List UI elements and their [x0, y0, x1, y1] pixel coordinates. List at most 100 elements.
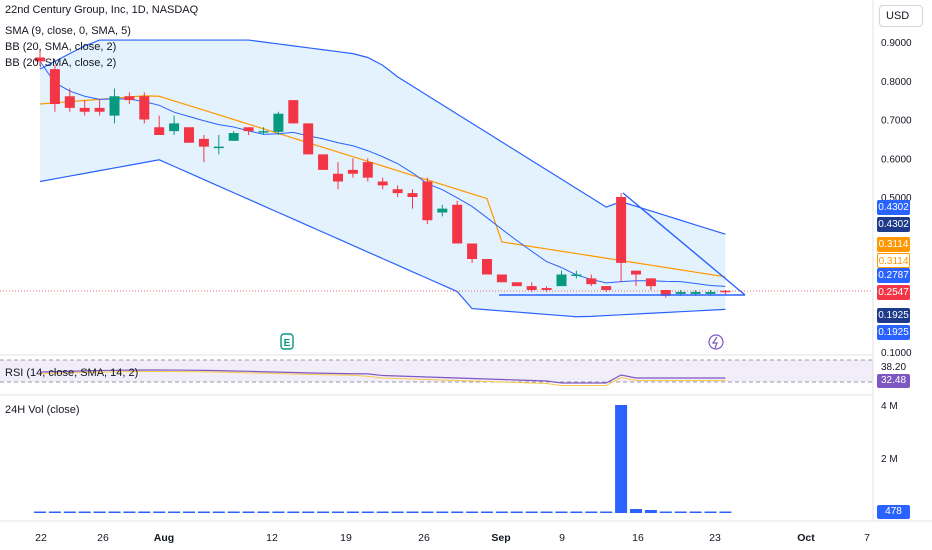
- candle-33: [526, 286, 537, 290]
- candle-0: [35, 57, 45, 62]
- candle-44: [690, 291, 701, 294]
- candle-42: [660, 290, 671, 296]
- candle-46: [720, 290, 731, 293]
- candle-31: [496, 274, 507, 283]
- candle-21: [347, 169, 358, 174]
- volume-legend[interactable]: 24H Vol (close): [5, 404, 80, 416]
- volume-bar-42: [659, 511, 672, 513]
- bollinger-basis-line: [39, 95, 726, 278]
- volume-bar-37: [585, 511, 598, 513]
- candle-4: [94, 107, 105, 112]
- candle-14: [243, 127, 254, 132]
- volume-bar-23: [376, 511, 389, 513]
- candle-25: [407, 193, 418, 197]
- candle-12: [213, 146, 224, 149]
- volume-bar-16: [272, 511, 285, 513]
- price-tick-label: 0.8000: [881, 77, 912, 88]
- candle-30: [482, 259, 492, 275]
- volume-bar-1: [48, 511, 61, 513]
- volume-bar-34: [540, 511, 553, 513]
- rsi-sma-line: [39, 371, 726, 386]
- time-tick-label: 23: [709, 532, 721, 544]
- candle-11: [198, 138, 209, 147]
- time-tick-label: 22: [35, 532, 47, 544]
- volume-bar-10: [183, 511, 195, 513]
- candle-20: [333, 173, 343, 182]
- volume-bar-20: [332, 511, 344, 513]
- volume-bar-9: [168, 511, 181, 513]
- time-tick-label: 12: [266, 532, 278, 544]
- volume-tick-label: 2 M: [881, 454, 898, 465]
- candle-9: [169, 123, 180, 132]
- candle-28: [452, 204, 463, 244]
- time-tick-label: 16: [632, 532, 644, 544]
- currency-button[interactable]: USD: [879, 5, 923, 27]
- volume-bar-32: [510, 511, 523, 513]
- volume-bar-25: [406, 511, 419, 513]
- volume-bar-27: [436, 511, 449, 513]
- volume-bar-11: [197, 511, 210, 513]
- candle-2: [64, 96, 75, 108]
- price-tick-label: 0.6000: [881, 154, 912, 165]
- bb-legend-1[interactable]: BB (20, SMA, close, 2): [5, 41, 117, 53]
- price-label-bb-upper: 0.4302: [877, 200, 910, 215]
- volume-tick-label: 4 M: [881, 401, 898, 412]
- time-tick-label: 7: [864, 532, 870, 544]
- candle-22: [362, 162, 373, 178]
- candle-13: [228, 133, 239, 141]
- volume-bar-21: [346, 511, 359, 513]
- rsi-level-label: 38.20: [881, 362, 906, 373]
- candle-19: [318, 154, 329, 170]
- candle-37: [586, 278, 597, 285]
- time-tick-label: Sep: [491, 532, 510, 544]
- bollinger-upper-line: [39, 39, 726, 235]
- sma-line: [39, 61, 726, 287]
- volume-bar-4: [93, 511, 106, 513]
- candle-40: [631, 270, 641, 275]
- volume-bar-5: [108, 511, 121, 513]
- price-label-basis: 0.3114: [877, 237, 910, 252]
- rsi-legend[interactable]: RSI (14, close, SMA, 14, 2): [5, 367, 139, 379]
- dividend-split-icon: [708, 334, 724, 350]
- time-tick-label: 26: [97, 532, 109, 544]
- sma-legend[interactable]: SMA (9, close, 0, SMA, 5): [5, 25, 131, 37]
- time-tick-label: Aug: [154, 532, 174, 544]
- volume-bar-18: [302, 511, 315, 513]
- rsi-band-fill: [0, 360, 873, 382]
- candle-23: [377, 181, 388, 186]
- volume-bar-22: [361, 511, 374, 513]
- bb-legend-2[interactable]: BB (20, SMA, close, 2): [5, 57, 117, 69]
- volume-value-label: 478: [877, 505, 910, 519]
- candle-18: [303, 123, 314, 155]
- volume-bar-8: [153, 511, 166, 513]
- rsi-line: [39, 369, 726, 384]
- volume-bar-33: [525, 511, 538, 513]
- candle-34: [541, 288, 552, 290]
- price-label-bb-lower: 0.1925: [877, 308, 910, 323]
- price-label-last: 0.2547: [877, 285, 910, 300]
- volume-bar-0: [34, 511, 46, 513]
- candle-45: [705, 291, 716, 294]
- candle-27: [437, 208, 448, 213]
- price-label-basis-2: 0.3114: [877, 253, 910, 268]
- volume-bar-17: [287, 511, 300, 513]
- candle-17: [288, 100, 299, 124]
- candle-43: [675, 291, 686, 294]
- price-label-bb-upper-2: 0.4302: [877, 217, 910, 232]
- volume-bar-45: [704, 511, 717, 513]
- volume-bar-14: [242, 511, 255, 513]
- earnings-marker-icon: [280, 333, 294, 350]
- candle-32: [511, 282, 522, 287]
- candle-7: [139, 96, 150, 120]
- candle-10: [184, 127, 194, 143]
- time-tick-label: 19: [340, 532, 352, 544]
- volume-bar-31: [495, 511, 508, 513]
- time-tick-label: 26: [418, 532, 430, 544]
- volume-bar-7: [138, 511, 151, 513]
- price-label-bb-lower-sma: 0.2787: [877, 268, 910, 283]
- volume-bar-3: [78, 511, 91, 513]
- volume-bar-19: [317, 511, 330, 513]
- volume-bar-12: [212, 511, 225, 513]
- volume-bar-40: [630, 509, 642, 513]
